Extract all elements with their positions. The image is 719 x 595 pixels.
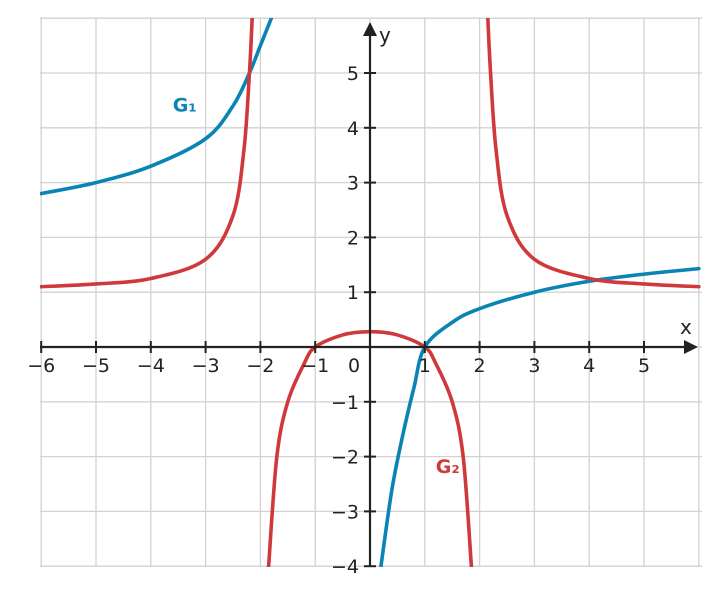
x-tick-label: 1 bbox=[419, 355, 431, 377]
x-tick-label: −2 bbox=[246, 355, 274, 377]
curve-g2-segment-1 bbox=[40, 18, 254, 289]
y-tick-label: −2 bbox=[331, 447, 359, 469]
x-tick-label: 4 bbox=[583, 355, 595, 377]
axes: x y bbox=[40, 22, 698, 567]
curve-label-2: G₂ bbox=[436, 456, 460, 478]
x-tick-label: −6 bbox=[27, 355, 55, 377]
curve-label-1: G₁ bbox=[173, 94, 197, 116]
tick-labels: 0 −6 −5 −4 −3 −2 −1 1 2 3 4 5 5 4 3 2 1 −1 −2 −3 −4 bbox=[27, 63, 650, 578]
x-tick-label: −1 bbox=[301, 355, 329, 377]
ticks bbox=[40, 72, 645, 568]
y-tick-label: 2 bbox=[347, 227, 359, 249]
x-tick-label: −4 bbox=[137, 355, 165, 377]
curves bbox=[40, 18, 701, 567]
y-tick-label: 5 bbox=[347, 63, 359, 85]
y-axis-label: y bbox=[379, 23, 391, 47]
y-tick-label: 1 bbox=[347, 282, 359, 304]
y-axis-arrowhead bbox=[363, 22, 377, 36]
x-tick-label: 5 bbox=[638, 355, 650, 377]
y-tick-label: 3 bbox=[347, 173, 359, 195]
x-axis-arrowhead bbox=[684, 340, 698, 354]
y-tick-label: 4 bbox=[347, 118, 359, 140]
x-tick-label: −5 bbox=[82, 355, 110, 377]
x-tick-label: −3 bbox=[192, 355, 220, 377]
x-axis-label: x bbox=[680, 315, 692, 339]
curve-annotations: G₁ G₂ bbox=[173, 94, 460, 478]
curve-g1-segment-1 bbox=[40, 18, 274, 196]
curve-g1-segment-2 bbox=[379, 266, 701, 567]
x-tick-label: 3 bbox=[528, 355, 540, 377]
curve-g2-segment-3 bbox=[486, 18, 701, 289]
y-tick-label: −3 bbox=[331, 501, 359, 523]
x-tick-label: 2 bbox=[474, 355, 486, 377]
y-tick-label: −4 bbox=[331, 556, 359, 578]
y-tick-label: −1 bbox=[331, 392, 359, 414]
origin-label: 0 bbox=[348, 355, 360, 377]
